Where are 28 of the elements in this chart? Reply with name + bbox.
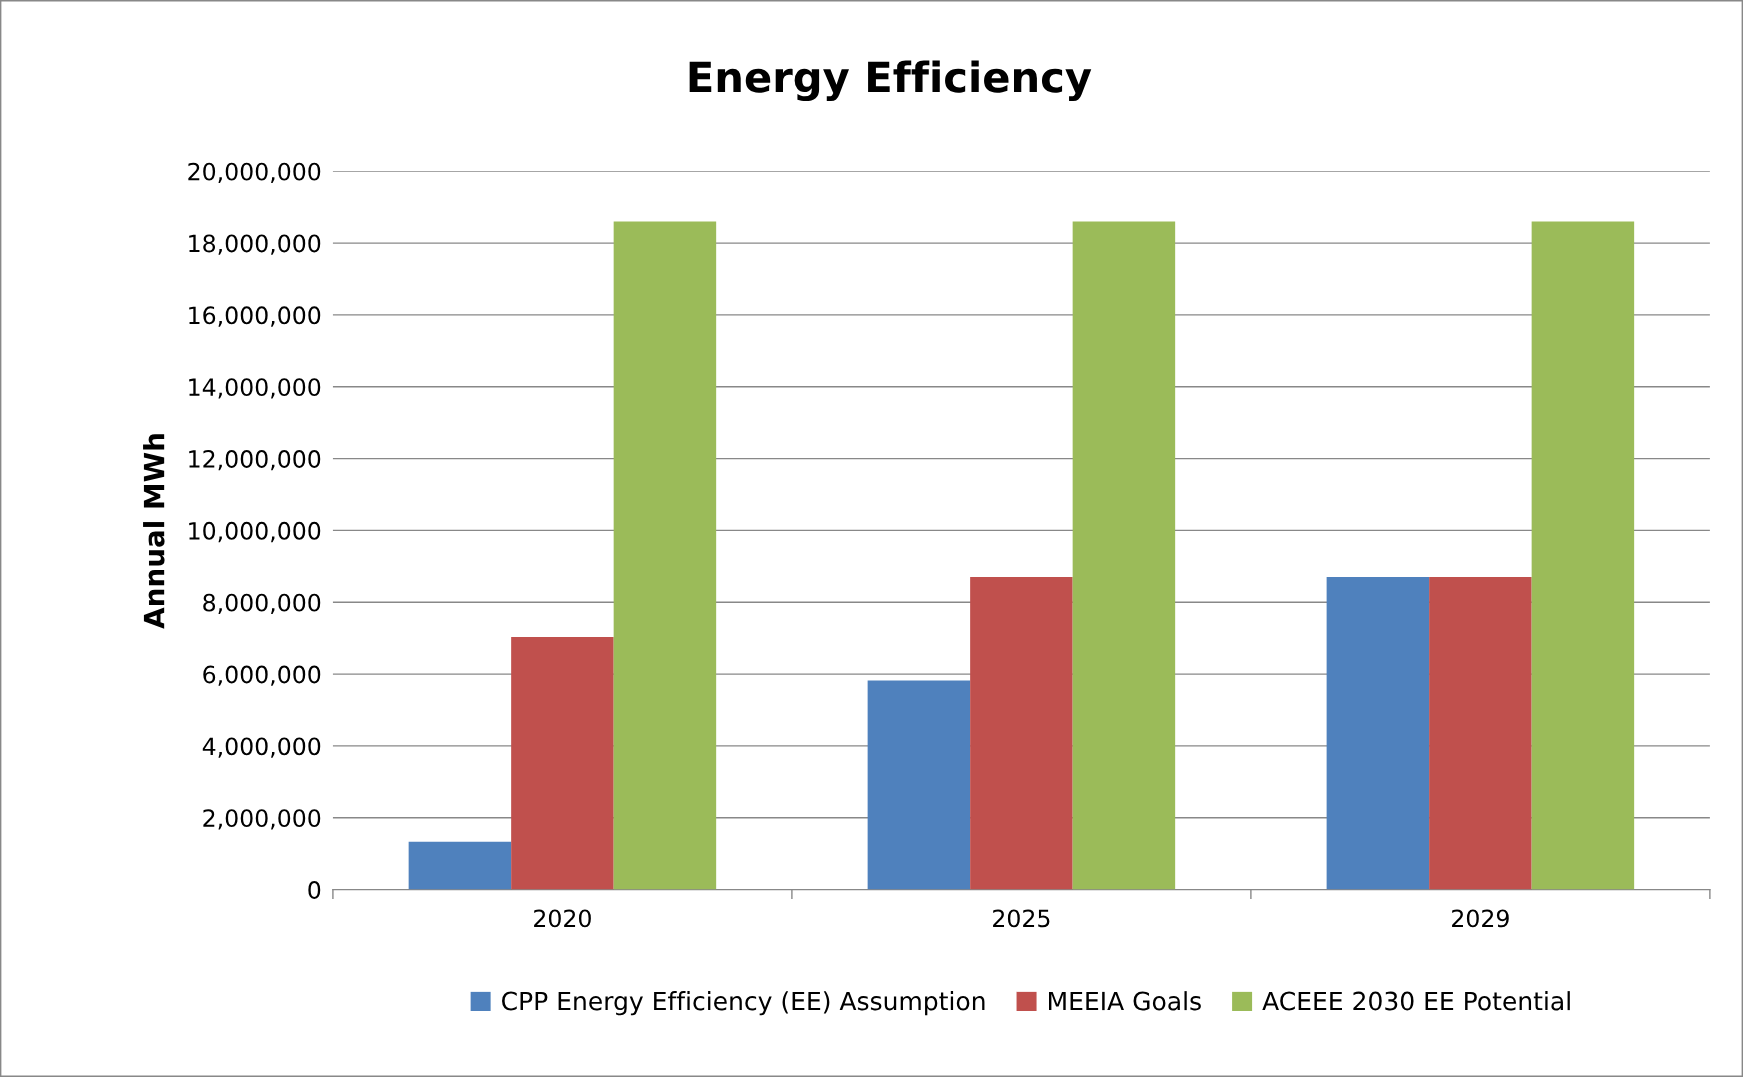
bar: [970, 577, 1073, 890]
y-tick-label: 4,000,000: [202, 737, 321, 758]
bar: [1326, 577, 1430, 890]
y-tick-label: 8,000,000: [203, 593, 321, 614]
x-tick-label: 2029: [1452, 909, 1509, 928]
y-tick-label: 20,000,000: [188, 162, 321, 183]
legend-label: MEEIA Goals: [1049, 991, 1201, 1011]
y-tick-label: 2,000,000: [203, 809, 321, 830]
y-tick-label: 0: [308, 881, 321, 899]
y-tick-label: 12,000,000: [189, 450, 321, 471]
x-tick-label: 2025: [993, 909, 1050, 928]
y-tick-label: 14,000,000: [189, 378, 321, 399]
chart-title: Energy Efficiency: [689, 60, 1092, 102]
y-axis-title: Annual MWh: [143, 434, 165, 629]
legend-label: CPP Energy Efficiency (EE) Assumption: [502, 991, 985, 1016]
y-tick-label: 10,000,000: [189, 521, 321, 543]
bar: [511, 637, 614, 890]
bar: [1429, 577, 1532, 890]
bar: [613, 221, 717, 890]
bar: [1072, 221, 1176, 890]
y-tick-label: 18,000,000: [189, 234, 321, 255]
y-tick-label: 6,000,000: [203, 665, 321, 686]
bar: [1531, 221, 1635, 890]
x-tick-label: 2020: [534, 909, 591, 928]
bar: [408, 841, 512, 890]
legend-label: ACEEE 2030 EE Potential: [1262, 991, 1570, 1011]
y-tick-label: 16,000,000: [189, 306, 321, 327]
bar: [867, 680, 971, 890]
